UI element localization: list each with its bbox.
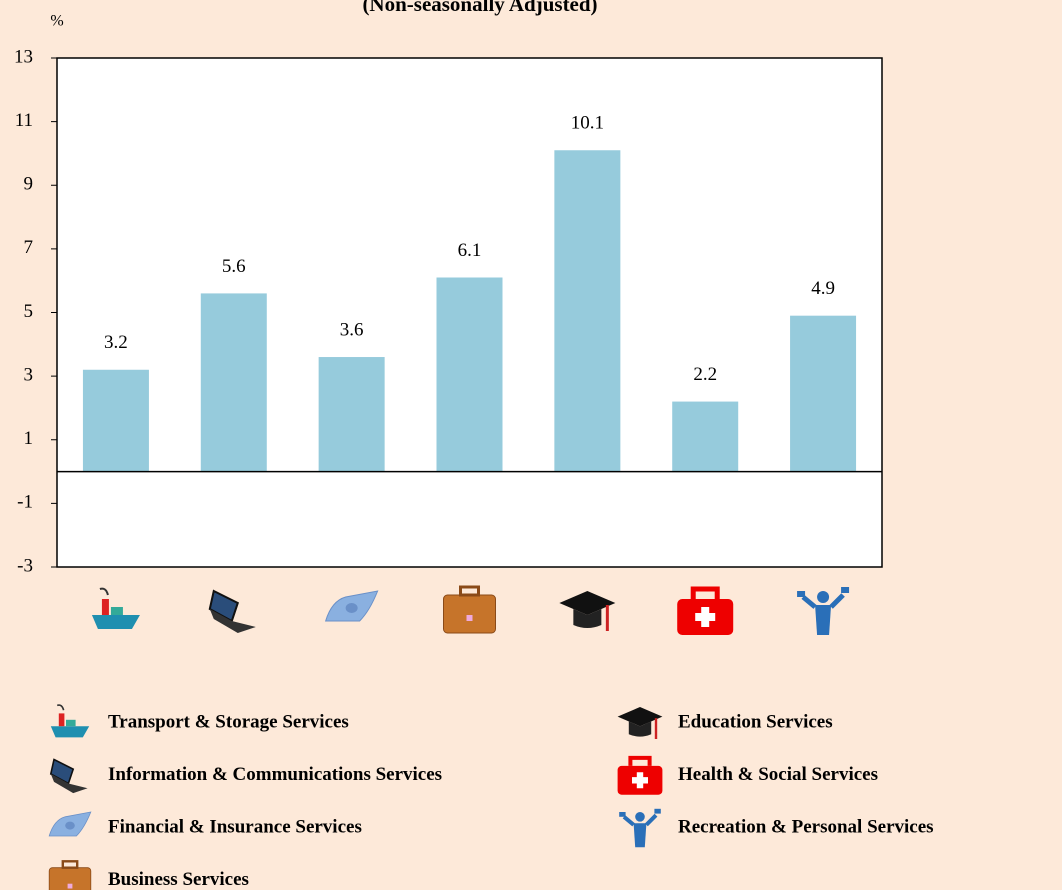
- icon-part: [797, 591, 806, 597]
- icon-part: [66, 719, 76, 727]
- bar: [318, 357, 385, 472]
- y-tick-label: 7: [24, 237, 34, 258]
- y-axis-label: %: [50, 13, 63, 30]
- icon-part: [622, 813, 658, 827]
- icon-part: [573, 609, 602, 628]
- category-icon: [617, 707, 663, 740]
- chart-subtitle: (Non-seasonally Adjusted): [362, 0, 597, 16]
- icon-part: [49, 758, 75, 785]
- category-icon: [797, 587, 850, 635]
- icon-part: [628, 755, 652, 766]
- legend-label: Information & Communications Services: [108, 764, 442, 785]
- bar: [554, 150, 621, 472]
- bar: [436, 277, 503, 472]
- y-tick-label: 11: [15, 110, 33, 131]
- icon-part: [56, 704, 65, 711]
- legend-label: Transport & Storage Services: [108, 711, 349, 732]
- icon-part: [345, 603, 358, 613]
- icon-part: [110, 607, 123, 615]
- icon-part: [443, 594, 496, 634]
- category-icon: [559, 591, 616, 631]
- data-label: 10.1: [571, 113, 604, 134]
- category-icon: [619, 808, 661, 848]
- icon-part: [817, 591, 830, 603]
- icon-part: [695, 607, 716, 627]
- category-icon: [49, 758, 88, 794]
- icon-part: [801, 593, 845, 609]
- y-tick-label: -1: [17, 492, 33, 513]
- icon-part: [815, 605, 832, 635]
- icon-part: [632, 772, 648, 789]
- y-tick-label: -3: [17, 555, 33, 576]
- category-icon: [617, 755, 663, 795]
- icon-part: [65, 821, 75, 830]
- icon-part: [635, 812, 645, 822]
- icon-part: [619, 812, 626, 817]
- category-icon: [443, 585, 496, 634]
- data-label: 3.2: [104, 332, 128, 353]
- category-icon: [208, 589, 256, 633]
- icon-part: [50, 773, 88, 794]
- legend-label: Recreation & Personal Services: [678, 816, 934, 837]
- icon-part: [617, 707, 663, 727]
- y-tick-label: 9: [24, 174, 34, 195]
- category-icon: [324, 590, 379, 622]
- icon-part: [459, 585, 480, 597]
- icon-part: [209, 609, 256, 633]
- icon-part: [50, 726, 90, 738]
- bar: [790, 315, 857, 472]
- icon-part: [690, 586, 720, 599]
- category-icon: [91, 587, 140, 629]
- y-tick-label: 5: [24, 301, 34, 322]
- category-icon: [677, 586, 734, 635]
- icon-part: [466, 615, 473, 621]
- icon-part: [841, 587, 850, 593]
- icon-part: [91, 615, 140, 629]
- icon-part: [61, 860, 79, 869]
- icon-part: [101, 599, 109, 615]
- data-label: 3.6: [340, 319, 364, 340]
- icon-part: [628, 721, 652, 737]
- data-label: 6.1: [458, 240, 482, 261]
- icon-part: [633, 823, 647, 848]
- y-tick-label: 3: [24, 364, 34, 385]
- data-label: 4.9: [811, 278, 835, 299]
- y-tick-label: 13: [14, 46, 33, 67]
- category-icon: [48, 811, 92, 837]
- category-icon: [48, 860, 92, 890]
- bar: [200, 293, 267, 472]
- icon-part: [67, 883, 73, 889]
- bar: [672, 401, 739, 472]
- icon-part: [58, 713, 65, 727]
- data-label: 2.2: [693, 364, 717, 385]
- icon-part: [654, 808, 661, 814]
- legend-label: Education Services: [678, 711, 833, 732]
- y-tick-label: 1: [24, 428, 34, 449]
- data-label: 5.6: [222, 256, 246, 277]
- legend-label: Financial & Insurance Services: [108, 816, 362, 837]
- legend-label: Health & Social Services: [678, 764, 878, 785]
- legend-label: Business Services: [108, 869, 249, 890]
- category-icon: [50, 704, 90, 738]
- bar: [82, 369, 149, 472]
- icon-part: [99, 587, 109, 596]
